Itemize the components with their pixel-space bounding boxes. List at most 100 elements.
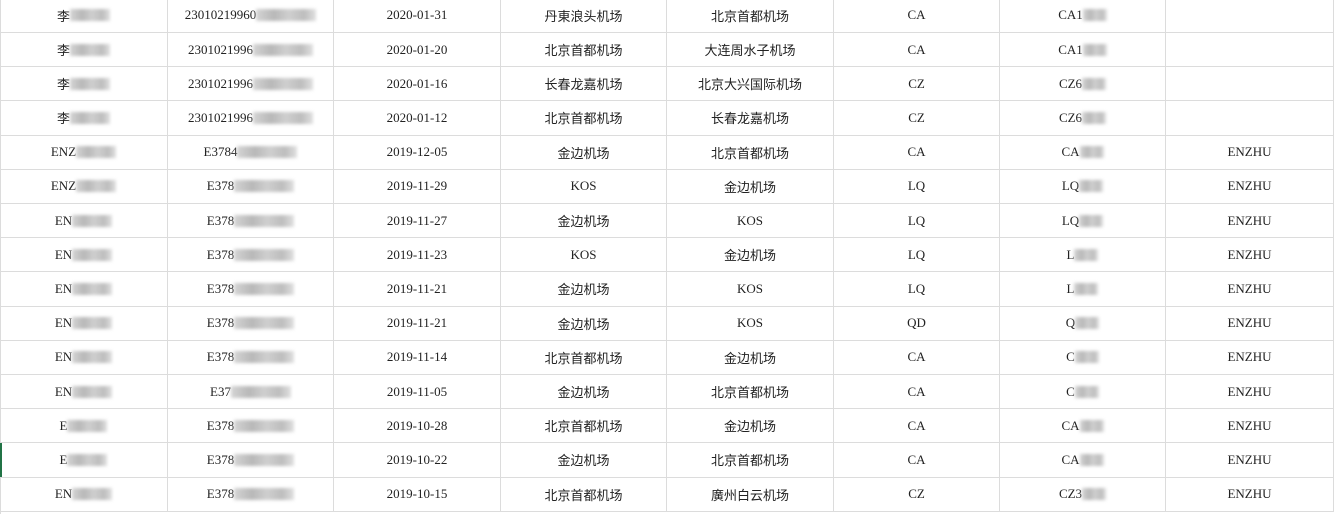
cell-flight[interactable]: CA bbox=[1000, 135, 1166, 169]
cell-to[interactable]: 金边机场 bbox=[667, 340, 834, 374]
cell-passenger[interactable]: ENZHU bbox=[1166, 238, 1334, 272]
cell-date[interactable]: 2020-01-20 bbox=[334, 33, 501, 67]
cell-flight[interactable]: Q bbox=[1000, 306, 1166, 340]
cell-from[interactable]: 北京首都机场 bbox=[501, 477, 667, 511]
cell-to[interactable]: 北京首都机场 bbox=[667, 375, 834, 409]
cell-name[interactable]: EN bbox=[0, 238, 168, 272]
cell-passenger[interactable]: ENZHU bbox=[1166, 340, 1334, 374]
cell-to[interactable]: KOS bbox=[667, 204, 834, 238]
cell-date[interactable]: 2020-01-12 bbox=[334, 101, 501, 135]
cell-passenger[interactable]: ENZHU bbox=[1166, 409, 1334, 443]
cell-from[interactable]: 北京首都机场 bbox=[501, 33, 667, 67]
cell-from[interactable]: 金边机场 bbox=[501, 443, 667, 477]
cell-name[interactable]: EN bbox=[0, 272, 168, 306]
cell-flight[interactable]: CA bbox=[1000, 409, 1166, 443]
cell-from[interactable]: 丹東浪头机场 bbox=[501, 0, 667, 32]
cell-from[interactable]: 北京首都机场 bbox=[501, 101, 667, 135]
cell-flight[interactable]: CA1 bbox=[1000, 33, 1166, 67]
cell-flight[interactable]: L bbox=[1000, 238, 1166, 272]
cell-airline[interactable]: CZ bbox=[834, 477, 1000, 511]
cell-id[interactable]: E378 bbox=[168, 443, 334, 477]
cell-name[interactable]: 李 bbox=[0, 33, 168, 67]
cell-id[interactable]: E378 bbox=[168, 477, 334, 511]
cell-id[interactable]: E378 bbox=[168, 340, 334, 374]
cell-id[interactable]: 2301021996 bbox=[168, 33, 334, 67]
cell-to[interactable]: 北京首都机场 bbox=[667, 443, 834, 477]
cell-airline[interactable]: CA bbox=[834, 340, 1000, 374]
cell-from[interactable]: 北京首都机场 bbox=[501, 340, 667, 374]
cell-date[interactable]: 2019-10-22 bbox=[334, 443, 501, 477]
cell-id[interactable]: E378 bbox=[168, 169, 334, 203]
cell-name[interactable]: EN bbox=[0, 204, 168, 238]
cell-name[interactable]: EN bbox=[0, 375, 168, 409]
cell-passenger[interactable] bbox=[1166, 33, 1334, 67]
cell-name[interactable]: EN bbox=[0, 340, 168, 374]
cell-to[interactable]: 北京首都机场 bbox=[667, 135, 834, 169]
cell-from[interactable]: KOS bbox=[501, 238, 667, 272]
cell-airline[interactable]: CA bbox=[834, 409, 1000, 443]
cell-date[interactable]: 2020-01-16 bbox=[334, 67, 501, 101]
cell-to[interactable]: 大连周水子机场 bbox=[667, 33, 834, 67]
cell-passenger[interactable] bbox=[1166, 0, 1334, 32]
cell-flight[interactable]: LQ bbox=[1000, 204, 1166, 238]
cell-name[interactable]: EN bbox=[0, 306, 168, 340]
cell-date[interactable]: 2019-11-14 bbox=[334, 340, 501, 374]
cell-from[interactable]: 北京首都机场 bbox=[501, 409, 667, 443]
cell-name[interactable]: 李 bbox=[0, 67, 168, 101]
cell-from[interactable]: KOS bbox=[501, 169, 667, 203]
cell-airline[interactable]: CZ bbox=[834, 67, 1000, 101]
cell-airline[interactable]: LQ bbox=[834, 238, 1000, 272]
cell-id[interactable]: 23010219960 bbox=[168, 0, 334, 32]
cell-passenger[interactable]: ENZHU bbox=[1166, 477, 1334, 511]
cell-name[interactable]: E bbox=[0, 409, 168, 443]
cell-to[interactable]: 长春龙嘉机场 bbox=[667, 101, 834, 135]
cell-date[interactable]: 2019-12-05 bbox=[334, 135, 501, 169]
cell-to[interactable]: 廣州白云机场 bbox=[667, 477, 834, 511]
cell-to[interactable]: 北京首都机场 bbox=[667, 0, 834, 32]
cell-passenger[interactable] bbox=[1166, 67, 1334, 101]
cell-airline[interactable]: CZ bbox=[834, 101, 1000, 135]
cell-id[interactable]: E378 bbox=[168, 204, 334, 238]
cell-flight[interactable]: L bbox=[1000, 272, 1166, 306]
cell-airline[interactable]: CA bbox=[834, 135, 1000, 169]
cell-date[interactable]: 2019-11-21 bbox=[334, 306, 501, 340]
cell-id[interactable]: E378 bbox=[168, 306, 334, 340]
cell-date[interactable]: 2019-11-27 bbox=[334, 204, 501, 238]
cell-name[interactable]: ENZ bbox=[0, 169, 168, 203]
cell-from[interactable]: 金边机场 bbox=[501, 272, 667, 306]
cell-from[interactable]: 金边机场 bbox=[501, 306, 667, 340]
cell-name[interactable]: EN bbox=[0, 477, 168, 511]
cell-id[interactable]: E37 bbox=[168, 375, 334, 409]
cell-to[interactable]: 金边机场 bbox=[667, 409, 834, 443]
cell-to[interactable]: 金边机场 bbox=[667, 169, 834, 203]
cell-flight[interactable]: CZ6 bbox=[1000, 101, 1166, 135]
cell-date[interactable]: 2019-11-29 bbox=[334, 169, 501, 203]
cell-airline[interactable]: CA bbox=[834, 443, 1000, 477]
cell-id[interactable]: E3784 bbox=[168, 135, 334, 169]
cell-from[interactable]: 长春龙嘉机场 bbox=[501, 67, 667, 101]
cell-airline[interactable]: LQ bbox=[834, 204, 1000, 238]
cell-to[interactable]: KOS bbox=[667, 306, 834, 340]
cell-name[interactable]: E bbox=[0, 443, 168, 477]
cell-to[interactable]: 金边机场 bbox=[667, 238, 834, 272]
cell-airline[interactable]: CA bbox=[834, 33, 1000, 67]
cell-flight[interactable]: LQ bbox=[1000, 169, 1166, 203]
cell-date[interactable]: 2020-01-31 bbox=[334, 0, 501, 32]
cell-id[interactable]: 2301021996 bbox=[168, 67, 334, 101]
cell-passenger[interactable]: ENZHU bbox=[1166, 204, 1334, 238]
cell-passenger[interactable] bbox=[1166, 101, 1334, 135]
cell-date[interactable]: 2019-11-21 bbox=[334, 272, 501, 306]
cell-airline[interactable]: LQ bbox=[834, 169, 1000, 203]
cell-flight[interactable]: CZ3 bbox=[1000, 477, 1166, 511]
cell-name[interactable]: ENZ bbox=[0, 135, 168, 169]
cell-passenger[interactable]: ENZHU bbox=[1166, 375, 1334, 409]
cell-passenger[interactable]: ENZHU bbox=[1166, 443, 1334, 477]
cell-id[interactable]: E378 bbox=[168, 238, 334, 272]
cell-airline[interactable]: LQ bbox=[834, 272, 1000, 306]
cell-from[interactable]: 金边机场 bbox=[501, 375, 667, 409]
cell-id[interactable]: E378 bbox=[168, 409, 334, 443]
cell-name[interactable]: 李 bbox=[0, 0, 168, 32]
cell-date[interactable]: 2019-11-05 bbox=[334, 375, 501, 409]
cell-flight[interactable]: C bbox=[1000, 375, 1166, 409]
cell-flight[interactable]: CZ6 bbox=[1000, 67, 1166, 101]
